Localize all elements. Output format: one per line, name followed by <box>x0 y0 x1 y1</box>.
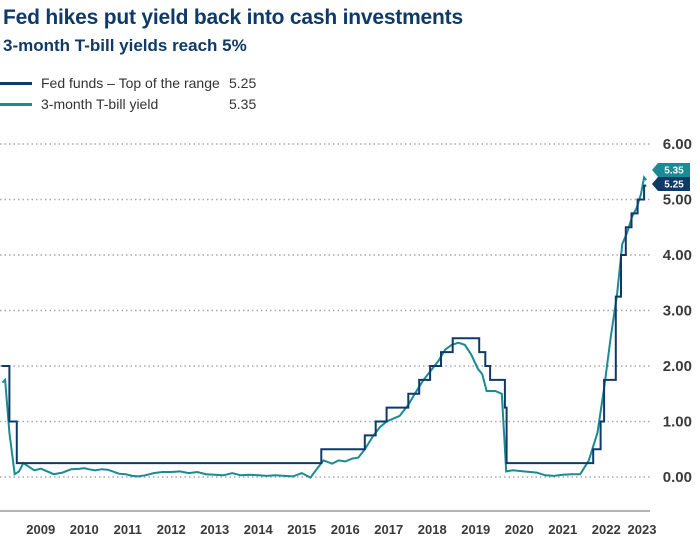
value-tag-label: 5.35 <box>664 166 684 177</box>
y-tick-label: 1.00 <box>663 414 692 431</box>
legend-label-tbill: 3-month T-bill yield <box>41 96 159 112</box>
legend-label-fed-funds: Fed funds – Top of the range <box>41 75 220 91</box>
x-axis-ticks: 2009 2010 2011 2012 2013 2014 2015 2016 2017 2018… <box>26 522 656 537</box>
x-tick-label: 2019 <box>461 522 490 537</box>
legend-swatch-tbill <box>0 103 32 106</box>
value-tag-fed-funds: 5.25 <box>652 177 690 191</box>
x-tick-label: 2011 <box>114 522 142 537</box>
series-line-tbill <box>1 174 648 479</box>
x-tick-label: 2014 <box>244 522 274 537</box>
y-tick-label: 5.00 <box>663 192 692 209</box>
legend-swatch-fed-funds <box>0 82 32 85</box>
x-tick-label: 2010 <box>70 522 99 537</box>
x-tick-label: 2015 <box>287 522 316 537</box>
x-tick-label: 2021 <box>548 522 577 537</box>
x-tick-label: 2020 <box>505 522 534 537</box>
value-tag-tbill: 5.35 <box>652 163 690 177</box>
x-tick-label: 2022 <box>592 522 621 537</box>
latest-value-tags: 5.35 5.25 <box>652 163 690 191</box>
value-tag-shape <box>652 163 690 177</box>
y-axis-ticks: 0.00 1.00 2.00 3.00 4.00 5.00 6.00 <box>663 136 692 486</box>
x-tick-label: 2009 <box>26 522 55 537</box>
series-lines <box>1 174 648 479</box>
x-tick-label: 2017 <box>374 522 403 537</box>
gridlines <box>0 143 650 478</box>
value-tag-label: 5.25 <box>664 180 684 191</box>
x-tick-label: 2018 <box>418 522 447 537</box>
y-tick-label: 3.00 <box>663 303 692 320</box>
chart-subtitle: 3-month T-bill yields reach 5% <box>3 36 247 55</box>
legend-value-tbill: 5.35 <box>229 96 257 112</box>
y-tick-label: 2.00 <box>663 358 692 375</box>
y-tick-label: 0.00 <box>663 469 692 486</box>
y-tick-label: 6.00 <box>663 136 692 153</box>
legend-value-fed-funds: 5.25 <box>229 75 257 91</box>
y-tick-label: 4.00 <box>663 247 692 264</box>
x-tick-label: 2023 <box>628 522 657 537</box>
x-tick-label: 2012 <box>157 522 186 537</box>
series-line-fed-funds <box>1 184 647 465</box>
x-tick-label: 2013 <box>200 522 229 537</box>
x-tick-label: 2016 <box>331 522 360 537</box>
chart-title: Fed hikes put yield back into cash inves… <box>3 6 463 29</box>
value-tag-shape <box>652 177 690 191</box>
